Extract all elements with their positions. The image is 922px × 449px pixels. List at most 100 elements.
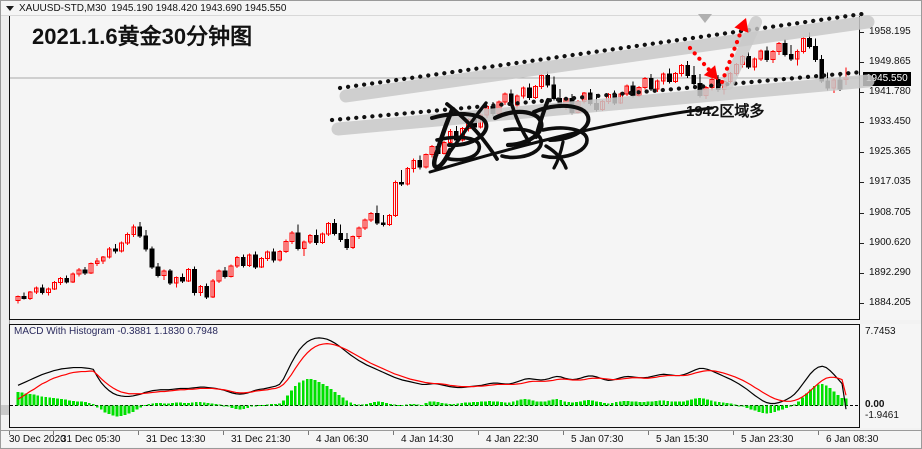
candle <box>173 276 179 288</box>
macd-histogram-bar <box>828 387 832 406</box>
macd-histogram-bar <box>167 403 170 406</box>
candle <box>575 99 581 114</box>
macd-histogram-bar <box>87 403 91 406</box>
macd-histogram-bar <box>373 402 376 406</box>
macd-histogram-bar <box>214 403 218 406</box>
candle <box>192 266 197 296</box>
time-tick-label: 6 Jan 08:30 <box>826 434 879 445</box>
macd-histogram-bar <box>127 405 131 414</box>
candle <box>344 233 350 250</box>
candle <box>88 262 94 275</box>
candle <box>734 63 739 76</box>
macd-histogram-bar <box>111 405 115 416</box>
macd-histogram-bar <box>777 405 781 411</box>
macd-histogram-bar <box>392 404 396 406</box>
price-tick-label: 1933.450 <box>869 116 911 128</box>
candle <box>545 71 551 88</box>
macd-histogram-bar <box>396 404 400 406</box>
candle <box>600 99 605 111</box>
macd-histogram-bar <box>254 405 258 407</box>
candle <box>265 250 271 261</box>
candle <box>484 104 490 119</box>
macd-histogram-bar <box>408 403 412 406</box>
price-tick <box>860 31 864 33</box>
macd-histogram-bar <box>381 402 384 406</box>
price-axis: 1958.195 1949.865 1941.780 1933.450 1925.365… <box>860 16 921 320</box>
candle <box>691 66 697 86</box>
price-tick <box>860 212 864 214</box>
macd-histogram-bar <box>527 399 531 406</box>
candle <box>825 72 831 91</box>
candle <box>581 91 587 104</box>
price-tick-label: 1949.865 <box>869 56 911 68</box>
macd-histogram-bar <box>646 401 650 406</box>
macd-histogram-bar <box>836 395 840 406</box>
candle <box>520 86 526 99</box>
candle <box>386 214 392 226</box>
candle <box>472 115 478 130</box>
candle <box>819 55 825 83</box>
macd-histogram-bar <box>658 400 662 406</box>
candle <box>58 277 64 286</box>
macd-pane[interactable]: MACD With Histogram -0.3881 1.1830 0.794… <box>9 324 860 428</box>
macd-histogram-bar <box>36 395 40 406</box>
macd-histogram-bar <box>278 403 281 406</box>
macd-histogram-bar <box>519 399 523 406</box>
time-tick-label: 5 Jan 15:30 <box>656 434 709 445</box>
macd-histogram-bar <box>60 399 64 406</box>
macd-histogram-bar <box>697 398 701 406</box>
macd-histogram-bar <box>499 402 503 406</box>
price-tick-label: 1925.365 <box>869 145 911 157</box>
candle <box>636 85 642 97</box>
macd-histogram-bar <box>238 405 242 410</box>
scrollbar-thumb[interactable] <box>1 405 9 415</box>
time-tick-label: 5 Jan 23:30 <box>741 434 794 445</box>
macd-histogram-bar <box>844 398 848 406</box>
caret-down-icon[interactable] <box>6 6 14 11</box>
macd-histogram-bar <box>345 400 349 406</box>
macd-histogram-bar <box>103 405 107 413</box>
candle <box>94 257 100 267</box>
candle <box>496 100 502 116</box>
macd-histogram-bar <box>820 383 824 406</box>
candle <box>374 205 380 226</box>
macd-histogram-bar <box>733 404 737 406</box>
macd-histogram-bar <box>135 405 139 410</box>
macd-histogram-bar <box>583 400 586 406</box>
candle <box>380 214 386 227</box>
macd-histogram-bar <box>436 402 440 406</box>
macd-histogram-bar <box>721 402 725 406</box>
macd-histogram-bar <box>420 404 424 406</box>
macd-histogram-bar <box>123 405 127 416</box>
macd-histogram-bar <box>357 404 361 406</box>
macd-histogram-bar <box>404 404 408 406</box>
macd-histogram-bar <box>222 405 226 407</box>
macd-histogram-bar <box>753 405 757 411</box>
macd-histogram-bar <box>321 383 325 406</box>
macd-histogram-bar <box>476 402 479 406</box>
time-tick <box>53 431 54 435</box>
symbol-bar: XAUUSD-STD,M30 1945.190 1948.420 1943.69… <box>1 1 921 16</box>
macd-histogram-bar <box>816 384 820 406</box>
candle <box>642 77 648 90</box>
candle <box>356 226 362 239</box>
time-tick <box>478 431 479 435</box>
macd-histogram-bar <box>242 405 246 409</box>
candle <box>33 286 39 294</box>
price-chart-pane[interactable] <box>9 16 860 320</box>
time-tick-label: 5 Jan 07:30 <box>571 434 624 445</box>
candle <box>259 257 264 269</box>
candle <box>405 167 411 186</box>
macd-histogram-bar <box>602 403 606 406</box>
price-tick <box>860 151 864 153</box>
macd-histogram-bar <box>24 393 28 406</box>
macd-histogram-bar <box>456 403 460 406</box>
candle <box>271 248 277 263</box>
candle <box>782 39 788 57</box>
macd-histogram-bar <box>194 402 198 406</box>
macd-histogram-bar <box>75 401 79 406</box>
macd-axis-zero: 0.00 <box>865 398 885 410</box>
macd-histogram-bar <box>614 402 618 406</box>
macd-histogram-bar <box>488 400 491 406</box>
macd-histogram-bar <box>729 403 733 406</box>
